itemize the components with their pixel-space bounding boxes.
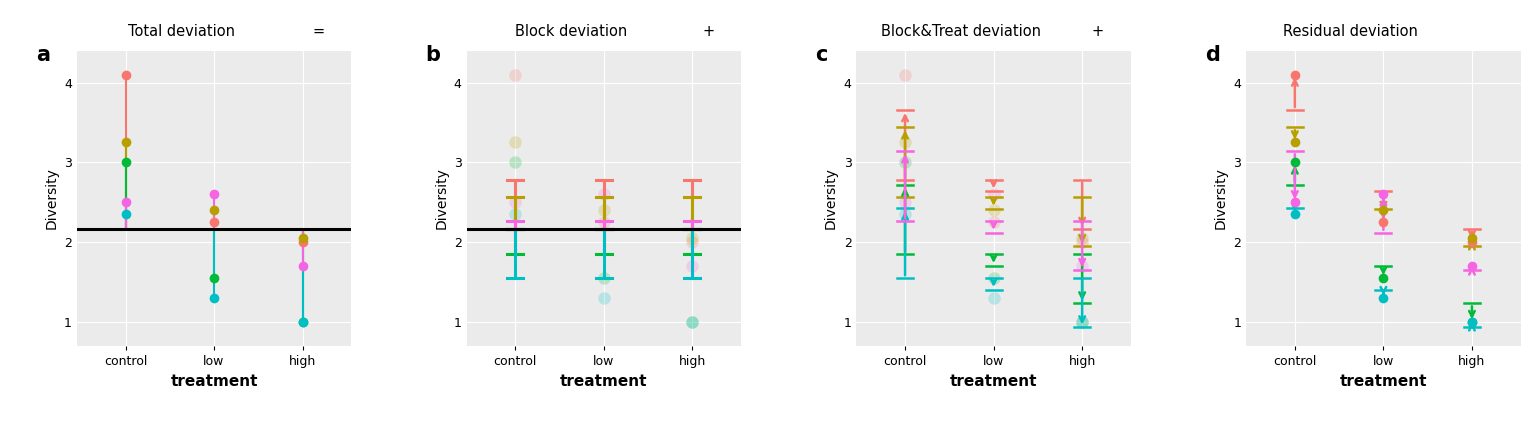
Text: +: + xyxy=(1092,24,1104,39)
Text: d: d xyxy=(1204,45,1220,65)
Y-axis label: Diversity: Diversity xyxy=(825,168,839,229)
Y-axis label: Diversity: Diversity xyxy=(1213,168,1227,229)
X-axis label: treatment: treatment xyxy=(1339,373,1427,389)
Text: a: a xyxy=(35,45,49,65)
Text: Residual deviation: Residual deviation xyxy=(1283,24,1418,39)
Y-axis label: Diversity: Diversity xyxy=(435,168,449,229)
Text: c: c xyxy=(816,45,828,65)
Y-axis label: Diversity: Diversity xyxy=(45,168,58,229)
Text: =: = xyxy=(312,24,324,39)
Text: b: b xyxy=(425,45,441,65)
X-axis label: treatment: treatment xyxy=(170,373,258,389)
X-axis label: treatment: treatment xyxy=(561,373,648,389)
Text: Block&Treat deviation: Block&Treat deviation xyxy=(880,24,1041,39)
X-axis label: treatment: treatment xyxy=(949,373,1037,389)
Text: +: + xyxy=(702,24,714,39)
Text: Block deviation: Block deviation xyxy=(515,24,627,39)
Text: Total deviation: Total deviation xyxy=(127,24,235,39)
